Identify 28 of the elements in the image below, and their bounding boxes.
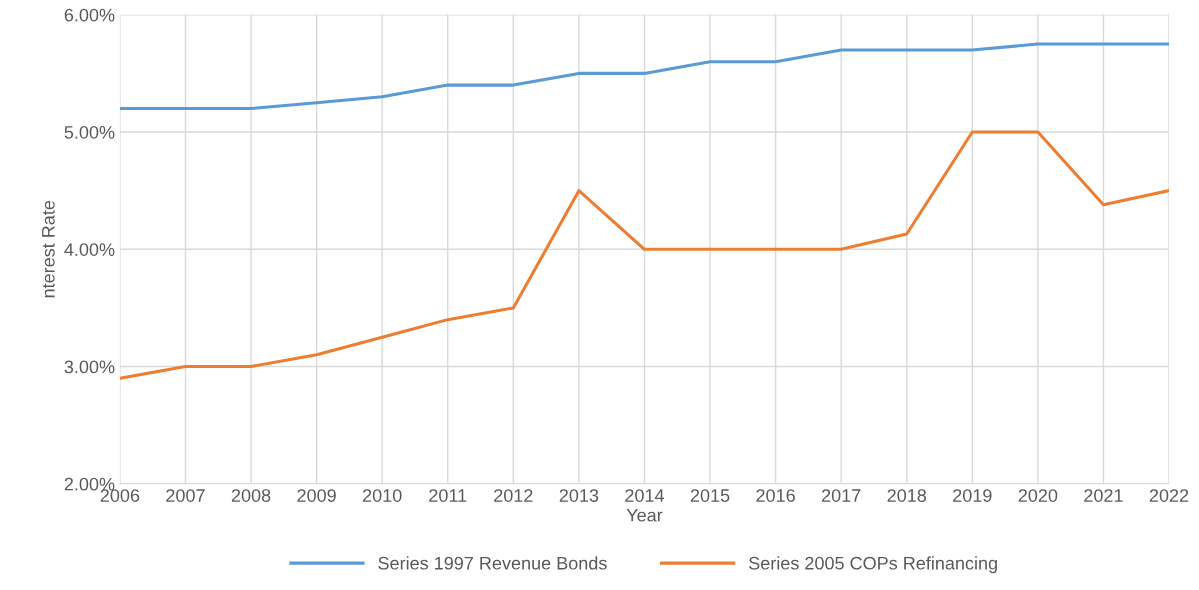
x-tick-label: 2018 [887,489,927,502]
y-tick-label: 5.00% [64,125,115,139]
y-tick-label: 3.00% [64,360,115,374]
x-tick-label: 2008 [231,489,271,502]
x-tick-label: 2016 [756,489,795,502]
y-tick-label: 6.00% [64,8,115,22]
legend-label: Series 1997 Revenue Bonds [378,556,607,570]
x-tick-label: 2007 [166,489,205,502]
y-tick-label: 2.00% [64,477,115,491]
x-tick-label: 2019 [953,489,992,502]
x-tick-label: 2020 [1018,489,1058,502]
x-tick-label: 2013 [559,489,599,502]
x-tick-label: 2017 [822,489,861,502]
x-tick-label: 2012 [494,489,533,502]
x-tick-label: 2010 [363,489,402,502]
x-tick-label: 2006 [100,489,140,502]
y-tick-label: 4.00% [64,243,115,256]
x-tick-label: 2009 [297,489,336,502]
x-axis-title: Year [626,508,663,522]
x-tick-label: 2022 [1149,489,1189,502]
x-tick-label: 2011 [429,489,467,502]
x-tick-label: 2015 [690,489,730,502]
line-series [119,130,1170,380]
line-series [119,42,1170,111]
x-tick-label: 2021 [1084,489,1123,502]
y-axis-title: nterest Rate [42,200,55,298]
legend-label: Series 2005 COPs Refinancing [749,556,997,574]
x-tick-label: 2014 [625,489,665,502]
